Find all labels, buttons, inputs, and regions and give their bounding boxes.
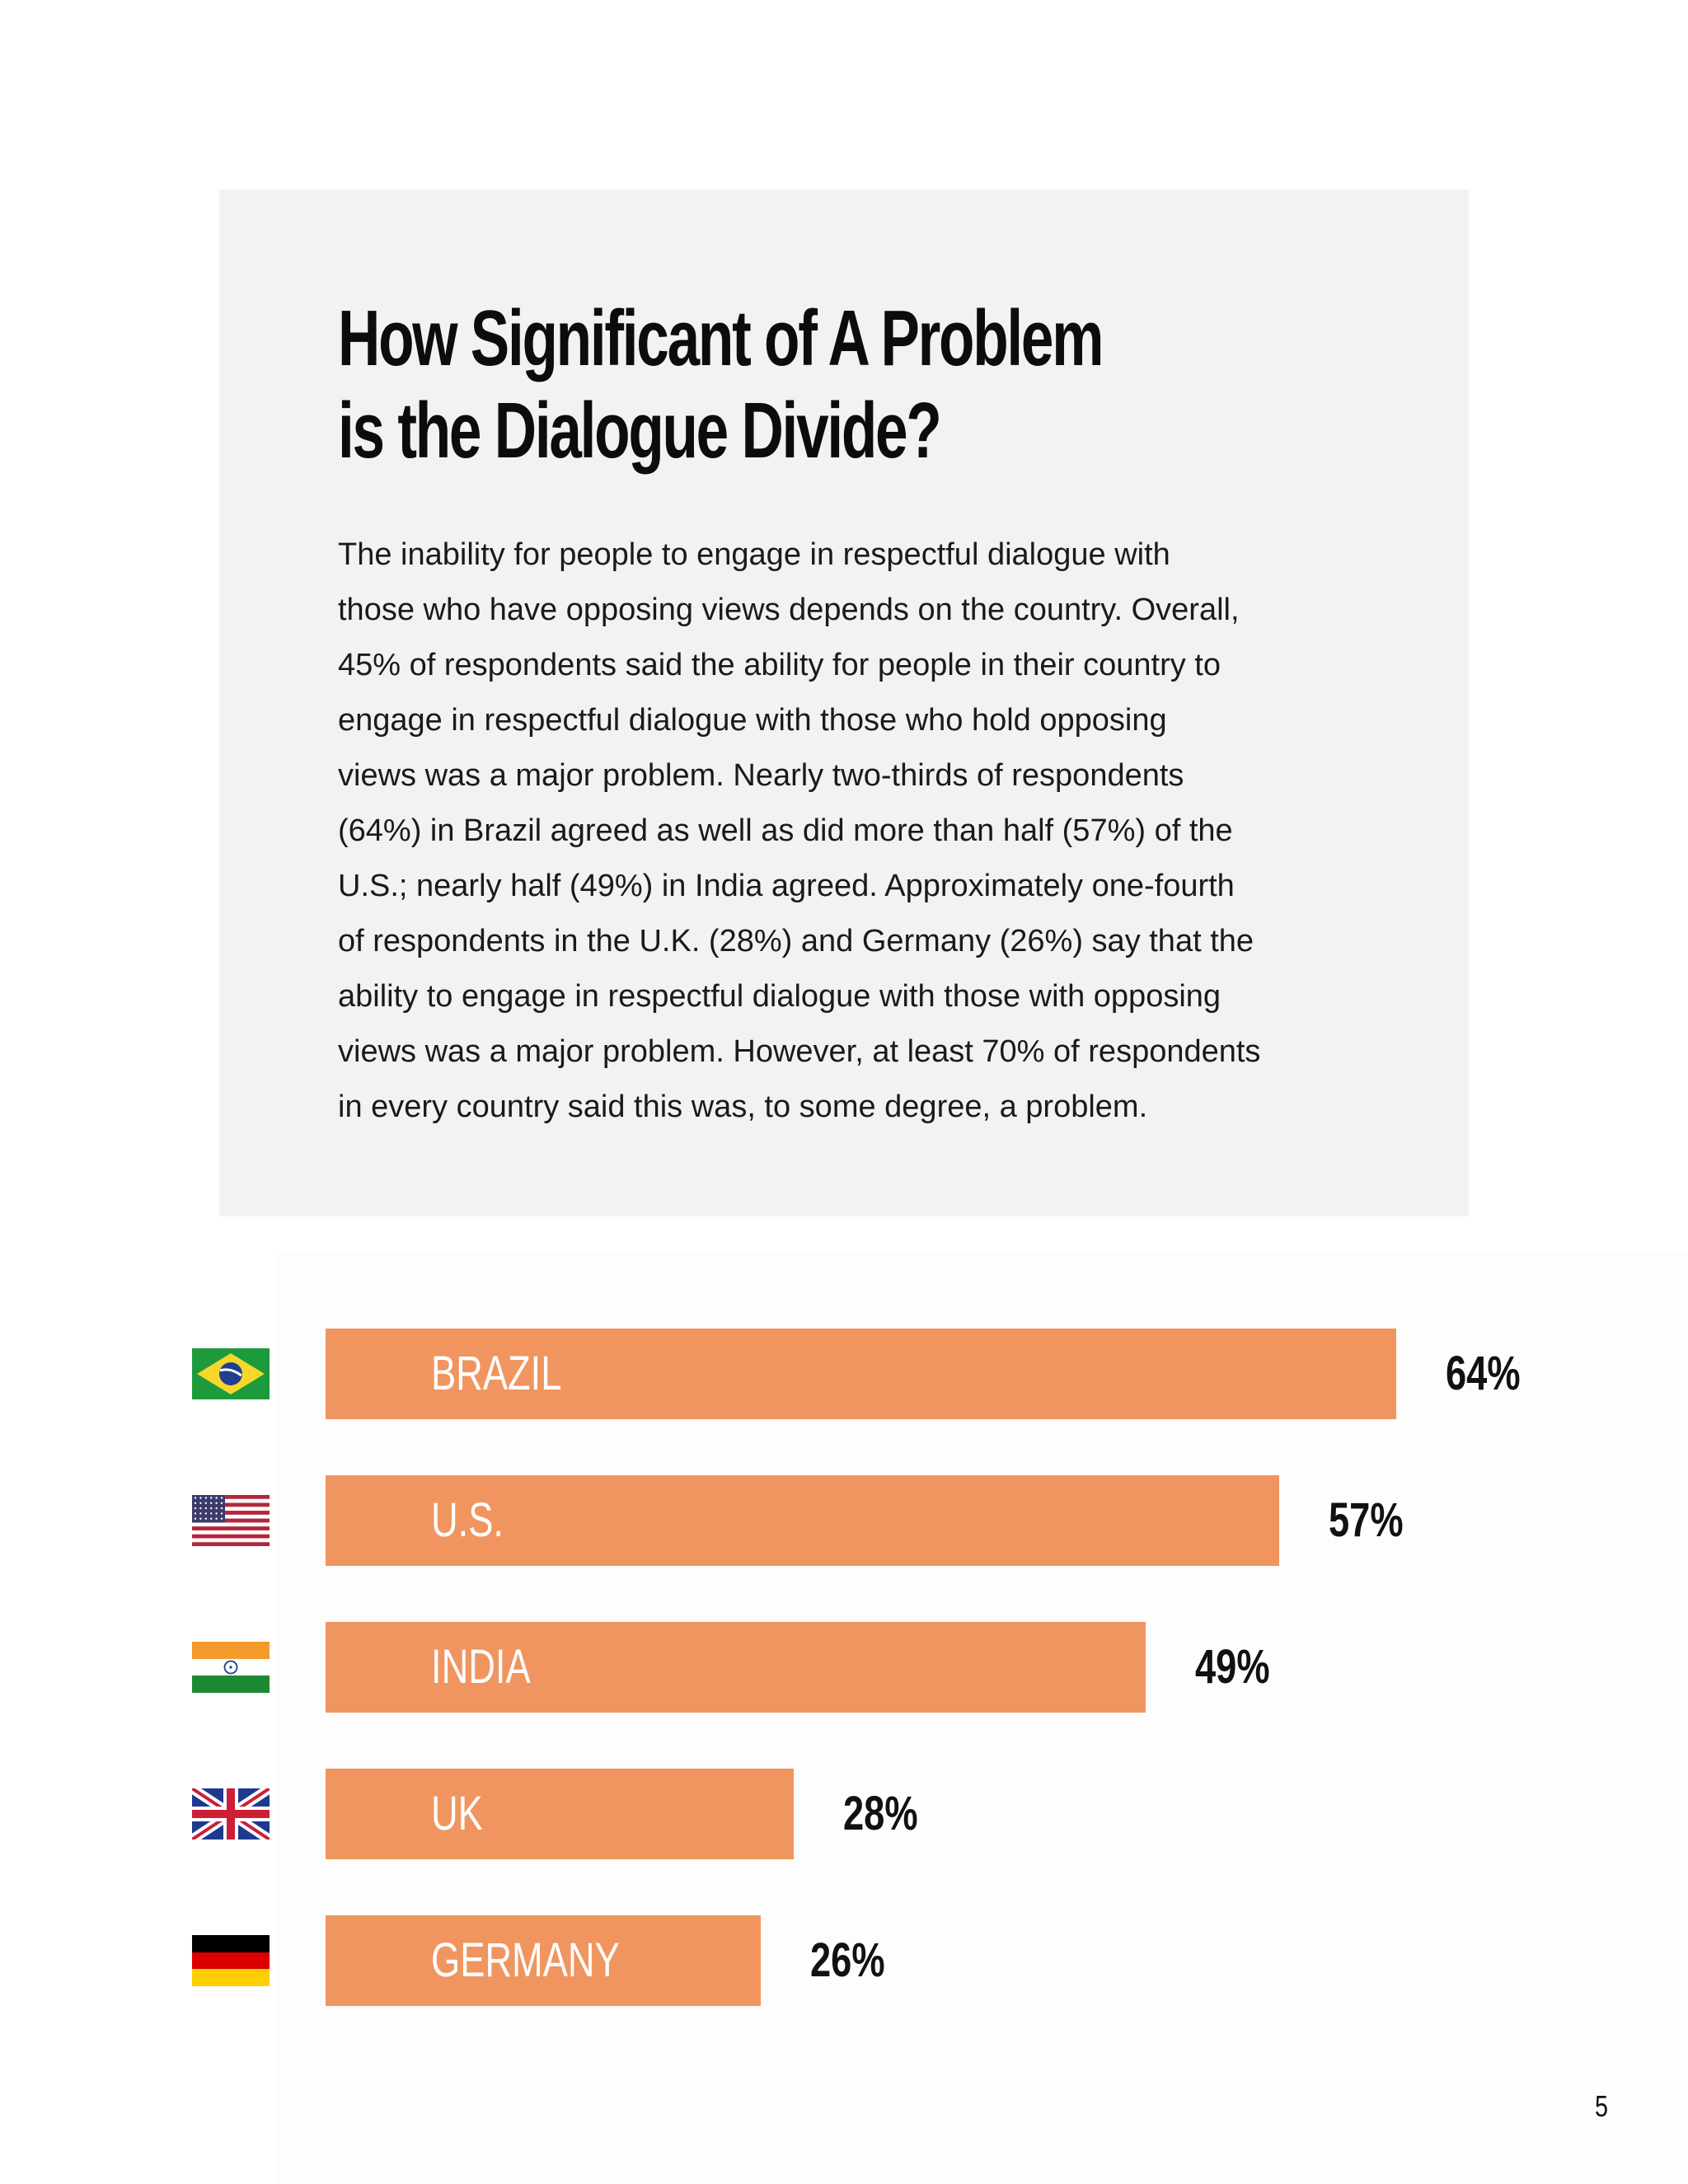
bar-category-label: BRAZIL — [431, 1347, 562, 1400]
chart-bar: UK — [326, 1769, 795, 1859]
uk-flag-icon — [192, 1788, 270, 1840]
brazil-flag-icon — [192, 1348, 270, 1399]
paragraph-line: views was a major problem. Nearly two-th… — [338, 758, 1184, 793]
paragraph-line: The inability for people to engage in re… — [338, 537, 1170, 572]
germany-flag-icon — [192, 1935, 270, 1986]
paragraph-line: of respondents in the U.K. (28%) and Ger… — [338, 924, 1254, 958]
bar-category-label: GERMANY — [431, 1933, 620, 1987]
paragraph-line: those who have opposing views depends on… — [338, 593, 1240, 627]
paragraph-line: ability to engage in respectful dialogue… — [338, 979, 1221, 1014]
chart-bar: U.S. — [326, 1475, 1280, 1566]
bar-value-label: 57% — [1329, 1493, 1404, 1547]
bar-value-label: 26% — [809, 1933, 885, 1987]
paragraph-line: in every country said this was, to some … — [338, 1090, 1148, 1124]
chart-bar: BRAZIL — [326, 1329, 1397, 1419]
intro-paragraph: The inability for people to engage in re… — [338, 527, 1401, 1135]
title-line: is the Dialogue Divide? — [338, 387, 942, 475]
india-flag-icon — [192, 1642, 270, 1693]
bar-category-label: UK — [431, 1787, 483, 1840]
intro-panel — [219, 190, 1469, 1216]
paragraph-line: 45% of respondents said the ability for … — [338, 648, 1221, 682]
paragraph-line: views was a major problem. However, at l… — [338, 1034, 1261, 1069]
paragraph-line: engage in respectful dialogue with those… — [338, 703, 1167, 738]
us-flag-icon — [192, 1495, 270, 1546]
bar-value-label: 28% — [843, 1787, 918, 1840]
bar-category-label: INDIA — [431, 1640, 531, 1694]
page-title: How Significant of A Problem is the Dial… — [338, 293, 1131, 477]
title-line: How Significant of A Problem — [338, 294, 1104, 382]
bar-value-label: 49% — [1194, 1640, 1270, 1694]
paragraph-line: (64%) in Brazil agreed as well as did mo… — [338, 813, 1233, 848]
bar-category-label: U.S. — [431, 1493, 504, 1547]
chart-bar: GERMANY — [326, 1915, 761, 2006]
page-number: 5 — [1595, 2089, 1609, 2123]
chart-bar: INDIA — [326, 1622, 1146, 1713]
bar-value-label: 64% — [1446, 1347, 1521, 1400]
paragraph-line: U.S.; nearly half (49%) in India agreed.… — [338, 869, 1235, 903]
